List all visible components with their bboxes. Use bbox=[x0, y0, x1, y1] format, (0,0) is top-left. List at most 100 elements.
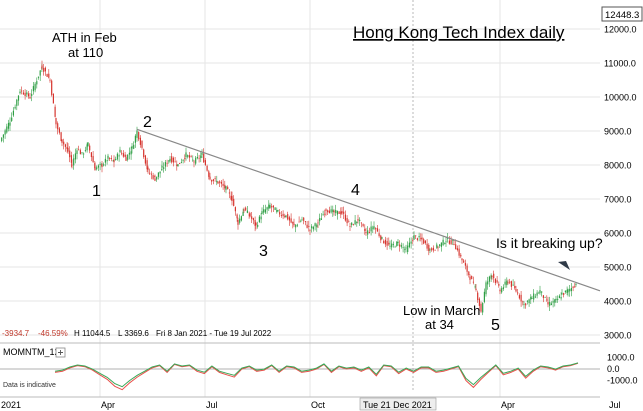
candle bbox=[222, 183, 224, 186]
candle bbox=[257, 224, 259, 227]
candle bbox=[177, 164, 179, 166]
candle bbox=[182, 159, 184, 161]
candle bbox=[498, 284, 500, 286]
candlestick-series bbox=[1, 60, 577, 316]
candle bbox=[528, 299, 530, 304]
candle bbox=[46, 74, 48, 77]
candle bbox=[179, 162, 181, 164]
candle bbox=[54, 106, 56, 117]
candle bbox=[452, 240, 454, 242]
candle bbox=[421, 237, 423, 240]
candle bbox=[245, 207, 247, 211]
candle bbox=[124, 154, 126, 157]
candle bbox=[282, 213, 284, 217]
candle bbox=[249, 213, 251, 217]
candle bbox=[2, 134, 4, 138]
candle bbox=[418, 235, 420, 238]
candle bbox=[499, 289, 501, 292]
candle bbox=[268, 204, 270, 209]
candle bbox=[308, 225, 310, 227]
candle bbox=[292, 221, 294, 224]
candle bbox=[309, 229, 311, 231]
candle bbox=[166, 162, 168, 164]
candle bbox=[434, 249, 436, 251]
candle bbox=[344, 214, 346, 221]
candle bbox=[485, 282, 487, 295]
candle bbox=[386, 240, 388, 246]
candle bbox=[301, 219, 303, 221]
candle bbox=[530, 296, 532, 300]
candle bbox=[176, 164, 178, 166]
candle bbox=[280, 215, 282, 216]
candle bbox=[87, 142, 89, 146]
candle bbox=[217, 181, 219, 184]
candle bbox=[17, 95, 20, 101]
candle bbox=[447, 237, 449, 239]
candle bbox=[161, 169, 163, 171]
candle bbox=[439, 244, 441, 246]
candle bbox=[468, 271, 470, 276]
candle bbox=[306, 224, 308, 228]
candle bbox=[1, 137, 3, 141]
candle bbox=[569, 289, 571, 292]
candle bbox=[112, 160, 114, 162]
candle bbox=[49, 79, 51, 81]
candle bbox=[367, 230, 369, 235]
annotation-wave-3: 3 bbox=[259, 243, 268, 260]
candle bbox=[487, 281, 489, 285]
candle bbox=[188, 155, 190, 158]
candle bbox=[37, 76, 40, 78]
candle bbox=[471, 275, 473, 280]
y-axis: 12000.0 11000.0 10000.0 9000.0 8000.0 7000.0 6… bbox=[604, 25, 637, 341]
candle bbox=[227, 186, 229, 190]
candle bbox=[354, 220, 356, 225]
candle bbox=[518, 295, 520, 299]
candle bbox=[224, 184, 226, 189]
candle bbox=[547, 302, 549, 305]
indicator-footnote: Data is indicative bbox=[3, 382, 56, 389]
x-tick-label: Apr bbox=[501, 400, 515, 410]
indicator-settings-icon[interactable] bbox=[55, 347, 66, 358]
candle bbox=[381, 237, 383, 239]
candle bbox=[58, 128, 60, 133]
candle bbox=[26, 92, 28, 95]
candle bbox=[293, 223, 295, 226]
candle bbox=[397, 241, 399, 244]
candle bbox=[375, 228, 377, 230]
candle bbox=[322, 214, 324, 216]
candle bbox=[552, 301, 554, 303]
candle bbox=[431, 248, 433, 251]
candle bbox=[520, 294, 522, 302]
info-low: L 3369.6 bbox=[118, 329, 149, 338]
candle bbox=[220, 181, 222, 184]
x-axis: 2021 Apr Jul Oct Tue 21 Dec 2021 Apr Jul bbox=[1, 397, 621, 411]
annotation-wave-1: 1 bbox=[92, 183, 101, 200]
candle bbox=[416, 238, 418, 240]
candle bbox=[549, 301, 551, 306]
candle bbox=[4, 130, 6, 135]
candle bbox=[429, 249, 431, 251]
candle bbox=[156, 176, 158, 180]
candle bbox=[432, 247, 434, 251]
candle bbox=[143, 149, 145, 157]
candle bbox=[534, 296, 536, 298]
x-crosshair-badge bbox=[359, 397, 437, 411]
candle bbox=[236, 214, 238, 219]
candle bbox=[303, 217, 305, 221]
candle bbox=[515, 289, 517, 292]
candle bbox=[36, 81, 38, 85]
candle bbox=[122, 153, 124, 157]
candle bbox=[83, 153, 85, 155]
candle bbox=[463, 260, 465, 263]
candle bbox=[522, 301, 524, 303]
candle bbox=[392, 244, 394, 245]
annotation-low-sub: at 34 bbox=[425, 317, 454, 332]
candle bbox=[206, 165, 208, 171]
candle bbox=[66, 146, 68, 150]
x-tick-label: Oct bbox=[311, 400, 326, 410]
candle bbox=[187, 155, 189, 157]
candle bbox=[89, 145, 91, 151]
candle bbox=[225, 186, 227, 190]
candle bbox=[504, 281, 506, 285]
candle bbox=[113, 159, 115, 163]
